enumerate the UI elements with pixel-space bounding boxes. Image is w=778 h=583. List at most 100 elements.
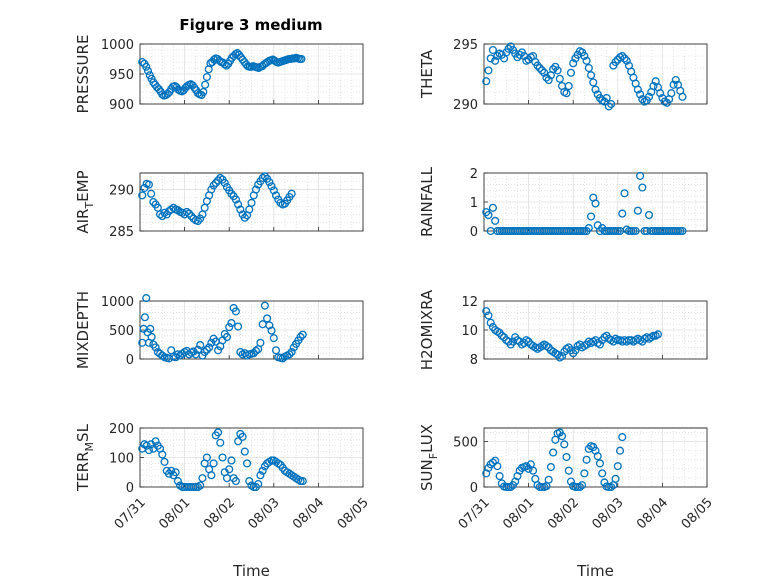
data-point bbox=[569, 59, 578, 68]
series-air_temp bbox=[138, 172, 296, 226]
data-point bbox=[557, 432, 567, 441]
y-axis-label: RAINFALL bbox=[418, 166, 436, 237]
y-tick-label: 290 bbox=[109, 184, 134, 199]
data-point bbox=[564, 466, 573, 475]
data-point bbox=[142, 62, 151, 71]
data-point bbox=[263, 314, 272, 323]
data-point bbox=[267, 456, 276, 465]
data-point bbox=[488, 203, 497, 212]
data-point bbox=[575, 482, 584, 492]
data-point bbox=[146, 324, 155, 333]
series-terr_msl bbox=[138, 428, 307, 492]
data-point bbox=[173, 206, 182, 215]
data-point bbox=[678, 226, 687, 236]
series-theta bbox=[482, 42, 687, 111]
data-point bbox=[582, 455, 591, 464]
y-tick-label: 0 bbox=[470, 225, 478, 240]
data-point bbox=[142, 294, 151, 303]
data-point bbox=[220, 60, 229, 69]
y-tick-label: 295 bbox=[453, 38, 478, 53]
y-tick-label: 285 bbox=[109, 225, 134, 240]
grid-pressure bbox=[139, 43, 364, 105]
data-point bbox=[207, 471, 216, 480]
data-point bbox=[669, 80, 678, 89]
data-point bbox=[533, 61, 542, 70]
x-axis-label: Time bbox=[576, 562, 614, 580]
data-point bbox=[546, 462, 555, 472]
data-point bbox=[618, 51, 627, 61]
data-point bbox=[633, 85, 642, 94]
data-point bbox=[214, 176, 223, 185]
y-tick-label: 100 bbox=[109, 452, 134, 467]
data-point bbox=[222, 332, 232, 342]
data-point bbox=[598, 469, 607, 478]
data-point bbox=[142, 441, 151, 450]
data-point bbox=[638, 95, 647, 104]
data-point bbox=[582, 56, 591, 65]
panel-theta: 290 295 THETA bbox=[418, 38, 708, 113]
data-point bbox=[297, 54, 306, 64]
data-point bbox=[631, 226, 640, 236]
data-point bbox=[234, 437, 243, 446]
data-point bbox=[607, 99, 616, 109]
data-point bbox=[269, 186, 278, 195]
data-point bbox=[571, 346, 580, 355]
y-axis-label: H2OMIXRA bbox=[418, 289, 436, 370]
data-point bbox=[602, 93, 611, 103]
data-point bbox=[584, 224, 593, 233]
data-point bbox=[604, 102, 613, 111]
series-pressure bbox=[138, 48, 306, 100]
y-tick-label: 200 bbox=[109, 422, 134, 437]
data-point bbox=[524, 464, 533, 473]
data-point bbox=[251, 185, 261, 194]
data-point bbox=[267, 326, 276, 335]
data-point bbox=[484, 211, 493, 220]
data-point bbox=[493, 462, 502, 471]
data-point bbox=[216, 438, 225, 447]
data-point bbox=[251, 346, 261, 355]
data-point bbox=[199, 87, 208, 97]
data-point bbox=[537, 482, 547, 492]
axes-frame-air_temp bbox=[139, 172, 364, 232]
data-point bbox=[649, 81, 658, 91]
data-point bbox=[667, 89, 676, 98]
data-point bbox=[553, 66, 562, 75]
data-point bbox=[491, 216, 500, 225]
data-point bbox=[482, 307, 491, 316]
data-point bbox=[287, 347, 296, 357]
panel-pressure: 900 950 1000 PRESSURE bbox=[74, 35, 364, 113]
data-point bbox=[200, 347, 209, 357]
data-point bbox=[138, 57, 147, 67]
data-point bbox=[644, 211, 654, 220]
data-point bbox=[615, 446, 625, 455]
data-point bbox=[506, 482, 515, 492]
data-point bbox=[613, 462, 622, 471]
data-point bbox=[549, 65, 558, 74]
data-point bbox=[495, 472, 504, 481]
data-point bbox=[265, 321, 274, 330]
data-point bbox=[504, 482, 513, 492]
data-point bbox=[586, 212, 596, 221]
series-sun_flux bbox=[482, 428, 627, 492]
y-tick-label: 290 bbox=[453, 98, 478, 113]
data-point bbox=[196, 481, 205, 490]
data-point bbox=[271, 191, 281, 200]
data-point bbox=[169, 203, 178, 212]
data-point bbox=[678, 92, 687, 101]
data-point bbox=[276, 198, 285, 207]
axes-box-air_temp bbox=[139, 172, 364, 232]
data-point bbox=[225, 323, 234, 332]
data-point bbox=[138, 191, 147, 200]
y-tick-label: 12 bbox=[461, 295, 478, 310]
series-h2omixra bbox=[482, 307, 662, 362]
data-point bbox=[627, 226, 636, 236]
data-point bbox=[231, 307, 240, 316]
data-point bbox=[234, 322, 243, 331]
data-point bbox=[566, 68, 576, 77]
data-point bbox=[220, 178, 229, 187]
data-point bbox=[207, 338, 216, 347]
data-point bbox=[562, 89, 571, 98]
data-point bbox=[653, 330, 662, 339]
